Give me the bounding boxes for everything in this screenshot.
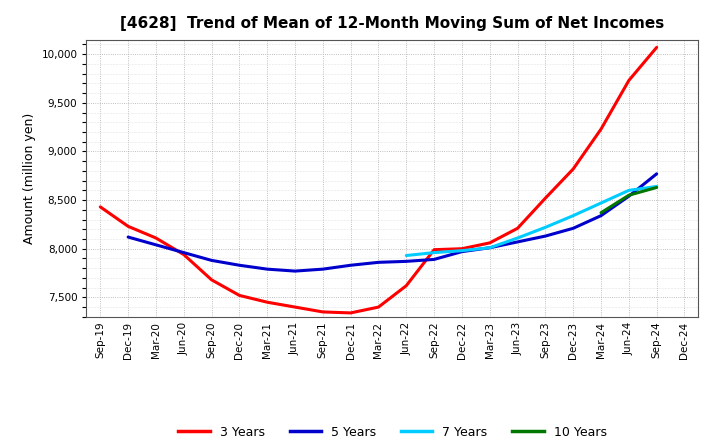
- 3 Years: [179, 252, 188, 257]
- 5 Years: [179, 250, 188, 255]
- 5 Years: [263, 267, 271, 272]
- 3 Years: [291, 304, 300, 310]
- 3 Years: [318, 309, 327, 315]
- 3 Years: [152, 235, 161, 241]
- 3 Years: [235, 293, 243, 298]
- 5 Years: [374, 260, 383, 265]
- 5 Years: [291, 268, 300, 274]
- 10 Years: [624, 193, 633, 198]
- Y-axis label: Amount (million yen): Amount (million yen): [23, 113, 36, 244]
- Line: 3 Years: 3 Years: [100, 48, 657, 313]
- 5 Years: [485, 245, 494, 250]
- 3 Years: [207, 277, 216, 282]
- 3 Years: [402, 283, 410, 288]
- 5 Years: [318, 267, 327, 272]
- 3 Years: [346, 310, 355, 315]
- 5 Years: [207, 258, 216, 263]
- 5 Years: [652, 171, 661, 176]
- 3 Years: [458, 246, 467, 251]
- 3 Years: [96, 204, 104, 209]
- 3 Years: [541, 195, 550, 201]
- 5 Years: [597, 213, 606, 218]
- Line: 7 Years: 7 Years: [406, 187, 657, 256]
- 5 Years: [458, 249, 467, 254]
- Line: 5 Years: 5 Years: [128, 174, 657, 271]
- 5 Years: [402, 259, 410, 264]
- 7 Years: [485, 245, 494, 250]
- Line: 10 Years: 10 Years: [601, 187, 657, 213]
- 7 Years: [402, 253, 410, 258]
- 3 Years: [652, 45, 661, 50]
- 7 Years: [541, 225, 550, 230]
- 7 Years: [652, 184, 661, 189]
- 7 Years: [430, 250, 438, 255]
- 3 Years: [569, 166, 577, 172]
- 3 Years: [485, 240, 494, 246]
- 5 Years: [430, 257, 438, 262]
- 5 Years: [124, 235, 132, 240]
- 7 Years: [513, 235, 522, 241]
- Title: [4628]  Trend of Mean of 12-Month Moving Sum of Net Incomes: [4628] Trend of Mean of 12-Month Moving …: [120, 16, 665, 32]
- 7 Years: [597, 200, 606, 205]
- 3 Years: [624, 78, 633, 83]
- 3 Years: [513, 226, 522, 231]
- 5 Years: [624, 194, 633, 199]
- 5 Years: [541, 234, 550, 239]
- 3 Years: [263, 300, 271, 305]
- 3 Years: [374, 304, 383, 310]
- 7 Years: [569, 213, 577, 218]
- 3 Years: [124, 224, 132, 229]
- 5 Years: [235, 263, 243, 268]
- 10 Years: [597, 210, 606, 215]
- 3 Years: [597, 126, 606, 132]
- 5 Years: [513, 239, 522, 245]
- 5 Years: [569, 226, 577, 231]
- 3 Years: [430, 247, 438, 252]
- 5 Years: [152, 242, 161, 247]
- 10 Years: [652, 185, 661, 190]
- Legend: 3 Years, 5 Years, 7 Years, 10 Years: 3 Years, 5 Years, 7 Years, 10 Years: [174, 421, 611, 440]
- 7 Years: [624, 188, 633, 193]
- 7 Years: [458, 248, 467, 253]
- 5 Years: [346, 263, 355, 268]
